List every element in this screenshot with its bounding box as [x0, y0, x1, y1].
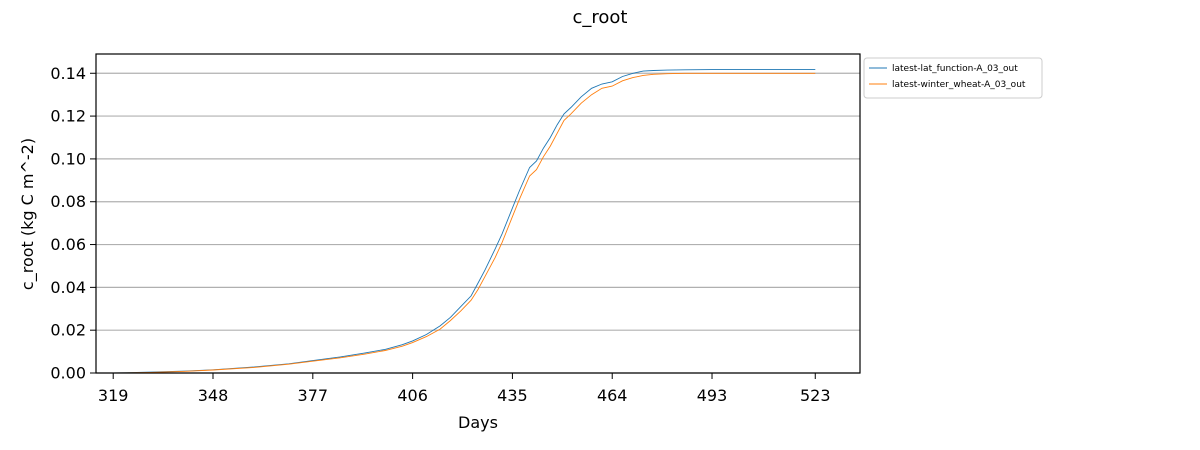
series-line-2	[113, 72, 816, 374]
x-tick-label: 435	[497, 386, 528, 405]
x-tick-label: 406	[397, 386, 428, 405]
x-tick-label: 377	[298, 386, 329, 405]
chart-title: c_root	[573, 7, 628, 28]
y-tick-label: 0.08	[50, 192, 86, 211]
gridlines	[96, 72, 860, 374]
plot-area-frame	[95, 53, 861, 374]
y-axis-label: c_root (kg C m^-2)	[18, 138, 38, 290]
y-axis: 0.00 0.02 0.04 0.06 0.08 0.10 0.12 0.14	[50, 64, 96, 383]
x-tick-label: 319	[98, 386, 129, 405]
y-tick-label: 0.12	[50, 107, 86, 126]
x-tick-label: 464	[597, 386, 628, 405]
y-tick-label: 0.00	[50, 364, 86, 383]
legend-box	[863, 57, 1043, 99]
x-tick-label: 493	[697, 386, 728, 405]
y-tick-label: 0.14	[50, 64, 86, 83]
series-layer	[113, 69, 816, 374]
y-tick-label: 0.04	[50, 278, 86, 297]
legend-label: latest-lat_function-A_03_out	[892, 64, 1018, 74]
x-axis: 319 348 377 406 435 464 493 523	[98, 373, 831, 405]
x-axis-label: Days	[458, 413, 498, 432]
x-tick-label: 348	[198, 386, 229, 405]
series-line-1	[113, 69, 816, 374]
y-tick-label: 0.02	[50, 321, 86, 340]
y-tick-label: 0.10	[50, 149, 86, 168]
legend-label: latest-winter_wheat-A_03_out	[892, 80, 1026, 90]
y-tick-label: 0.06	[50, 235, 86, 254]
x-tick-label: 523	[800, 386, 831, 405]
legend: latest-lat_function-A_03_out latest-winte…	[863, 57, 1043, 99]
